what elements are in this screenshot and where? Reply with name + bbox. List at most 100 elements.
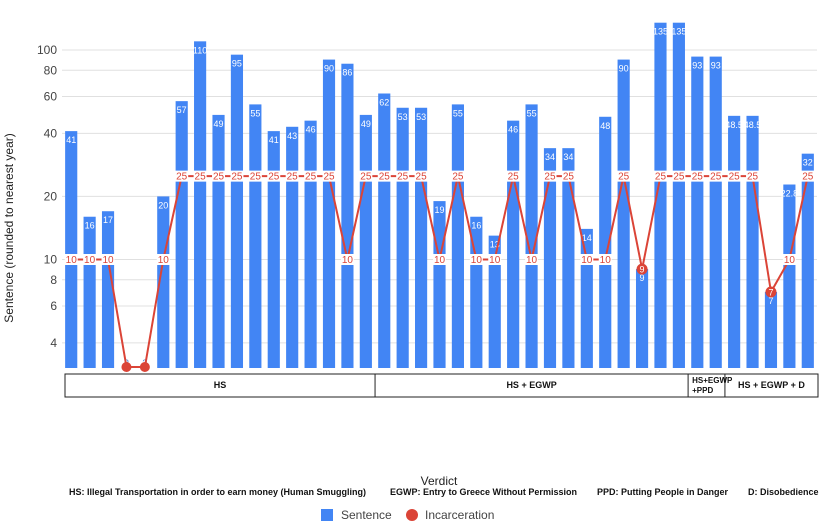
incarceration-point: [377, 170, 391, 182]
incarceration-point: [139, 362, 150, 372]
sentence-data-label: 93: [692, 61, 702, 71]
y-axis-label: Sentence (rounded to nearest year): [2, 133, 16, 322]
sentence-data-label: 110: [193, 45, 207, 55]
incarceration-data-label: 25: [323, 172, 335, 183]
sentence-data-label: 62: [379, 97, 389, 107]
sentence-data-label: 135: [653, 27, 668, 37]
sentence-data-label: 53: [416, 112, 426, 122]
incarceration-point: [340, 254, 354, 265]
sentence-data-label: 46: [508, 125, 518, 135]
sentence-bar: [543, 148, 557, 368]
incarceration-data-label: 25: [673, 172, 685, 183]
incarceration-data-label: 25: [213, 172, 225, 183]
sentence-data-label: 49: [214, 119, 224, 129]
group-label-line: +PPD: [692, 386, 713, 395]
incarceration-data-label: 25: [655, 172, 667, 183]
sentence-bar: [396, 107, 409, 368]
sentence-data-label: 13: [490, 240, 500, 250]
incarceration-point: [727, 170, 741, 182]
y-tick-label: 6: [50, 299, 57, 313]
sentence-bar: [617, 59, 630, 369]
sentence-data-label: 41: [269, 135, 279, 145]
incarceration-point: [543, 170, 557, 182]
incarceration-point: [248, 170, 262, 182]
sentence-data-label: 17: [103, 215, 113, 225]
group-label-line: HS+EGWP: [692, 376, 733, 385]
incarceration-data-label: 10: [526, 255, 538, 266]
abbreviation-note: HS: Illegal Transportation in order to e…: [69, 487, 366, 497]
incarceration-data-label: 10: [581, 255, 593, 266]
abbreviation-note: PPD: Putting People in Danger: [597, 487, 729, 497]
incarceration-data-label: 25: [563, 172, 575, 183]
incarceration-data-label: 10: [84, 255, 96, 266]
incarceration-point: [212, 170, 226, 182]
group-label-line: HS + EGWP: [506, 380, 556, 390]
sentence-data-label: 48: [600, 121, 610, 131]
group-label: HS: [214, 380, 227, 390]
incarceration-point: [396, 170, 410, 182]
sentence-data-label: 22.8: [781, 189, 799, 199]
sentence-bar: [212, 114, 225, 368]
abbreviation-note: EGWP: Entry to Greece Without Permission: [390, 487, 577, 497]
group-table-border: [64, 373, 819, 398]
incarceration-data-label: 9: [640, 265, 645, 275]
y-tick-label: 10: [44, 253, 58, 267]
sentence-bar: [783, 184, 796, 368]
sentence-data-label: 46: [306, 125, 316, 135]
sentence-bar: [267, 131, 280, 368]
sentence-data-label: 14: [582, 233, 592, 243]
sentence-data-label: 34: [545, 152, 555, 162]
sentence-bar: [525, 104, 538, 369]
sentence-bar: [157, 196, 170, 368]
incarceration-data-label: 10: [489, 255, 501, 266]
sentence-data-label: 55: [453, 108, 463, 118]
incarceration-data-label: 25: [692, 172, 704, 183]
legend-swatch-sentence: [321, 509, 333, 521]
verdict-group-table: HS HS + EGWP HS+EGWP +PPD HS + EGWP + D: [64, 373, 819, 398]
sentence-bar: [65, 131, 78, 368]
incarceration-data-label: 25: [231, 172, 243, 183]
incarceration-point: [285, 170, 299, 182]
incarceration-point: [121, 362, 132, 372]
sentence-bar: [359, 114, 372, 368]
legend-swatch-incarceration: [406, 509, 418, 521]
incarceration-data-label: 10: [600, 255, 612, 266]
sentence-bar: [801, 153, 814, 368]
sentence-data-label: 55: [250, 108, 260, 118]
incarceration-point: [488, 254, 502, 265]
incarceration-data-label: 25: [729, 172, 741, 183]
incarceration-point: [451, 170, 465, 182]
sentence-data-label: 53: [398, 112, 408, 122]
sentence-data-label: 135: [671, 27, 686, 37]
sentence-data-label: 43: [287, 131, 297, 141]
incarceration-data-label: 10: [158, 255, 170, 266]
incarceration-point: [175, 170, 189, 182]
incarceration-point: [359, 170, 373, 182]
sentence-bar: [709, 56, 722, 369]
incarceration-data-label: 25: [416, 172, 428, 183]
sentence-bar: [286, 126, 299, 368]
sentence-bar: [488, 235, 501, 368]
y-tick-label: 40: [44, 126, 58, 140]
incarceration-data-label: 25: [452, 172, 464, 183]
sentence-bar: [562, 148, 575, 368]
incarceration-data-label: 25: [287, 172, 299, 183]
sentence-bar: [341, 63, 354, 369]
incarceration-point: [414, 170, 428, 182]
sentence-bar: [451, 104, 464, 369]
sentence-bar: [728, 115, 741, 369]
x-axis-label: Verdict: [421, 474, 458, 488]
incarceration-data-label: 25: [618, 172, 630, 183]
y-tick-label: 80: [44, 63, 58, 77]
sentence-data-label: 95: [232, 59, 242, 69]
incarceration-data-label: 25: [508, 172, 520, 183]
incarceration-point: [709, 170, 723, 182]
incarceration-point: [156, 254, 170, 265]
sentence-bar: [580, 228, 593, 368]
sentence-data-label: 7: [768, 296, 773, 306]
incarceration-point: [801, 170, 815, 182]
incarceration-point: [101, 254, 115, 265]
incarceration-data-label: 10: [471, 255, 483, 266]
